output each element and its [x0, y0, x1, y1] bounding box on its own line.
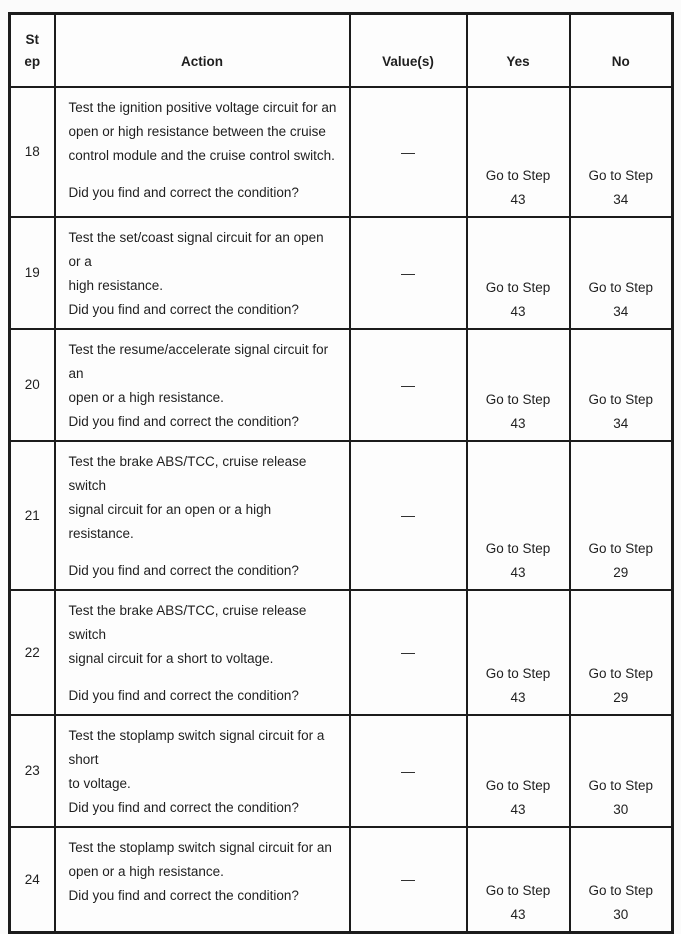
header-step: St ep [8, 12, 56, 88]
goto-step-number: 43 [510, 801, 526, 817]
action-question: Did you find and correct the condition? [68, 687, 299, 703]
goto-label: Go to Step [588, 167, 654, 183]
action-question: Did you find and correct the condition? [68, 413, 299, 429]
no-cell: Go to Step 29 [568, 588, 674, 716]
action-question: Did you find and correct the condition? [68, 562, 299, 578]
action-cell: Test the brake ABS/TCC, cruise release s… [53, 588, 351, 716]
no-cell: Go to Step 34 [568, 327, 674, 442]
goto-label: Go to Step [588, 279, 654, 295]
action-cell: Test the brake ABS/TCC, cruise release s… [53, 439, 351, 591]
goto-step-number: 34 [613, 303, 629, 319]
step-number: 21 [8, 439, 56, 591]
action-question: Did you find and correct the condition? [68, 799, 299, 815]
goto-step-number: 43 [510, 907, 526, 922]
action-text: Test the stoplamp switch signal circuit … [68, 839, 332, 903]
table-row: 20 Test the resume/accelerate signal cir… [8, 327, 674, 442]
step-number: 22 [8, 588, 56, 716]
table-row: 22 Test the brake ABS/TCC, cruise releas… [8, 588, 674, 716]
table-row: 21 Test the brake ABS/TCC, cruise releas… [8, 439, 674, 591]
action-question: Did you find and correct the condition? [68, 301, 299, 317]
goto-label: Go to Step [588, 391, 654, 407]
goto-label: Go to Step [485, 391, 551, 407]
header-yes: Yes [465, 12, 571, 88]
header-values: Value(s) [348, 12, 468, 88]
yes-cell: Go to Step 43 [465, 85, 571, 218]
action-cell: Test the resume/accelerate signal circui… [53, 327, 351, 442]
step-number: 19 [8, 215, 56, 330]
goto-label: Go to Step [485, 883, 551, 898]
value-cell: — [348, 439, 468, 591]
value-cell: — [348, 713, 468, 828]
goto-step-number: 30 [613, 801, 629, 817]
goto-step-number: 34 [613, 191, 629, 207]
goto-step-number: 43 [510, 303, 526, 319]
goto-step-number: 43 [510, 415, 526, 431]
goto-label: Go to Step [588, 883, 654, 898]
goto-step-number: 29 [613, 689, 629, 705]
action-text: Test the brake ABS/TCC, cruise release s… [68, 453, 307, 541]
action-question: Did you find and correct the condition? [68, 184, 299, 200]
header-action: Action [53, 12, 351, 88]
goto-label: Go to Step [485, 540, 551, 556]
diagnostic-table: St ep Action Value(s) Yes No 18 Test the… [8, 12, 674, 934]
action-cell: Test the stoplamp switch signal circuit … [53, 825, 351, 934]
action-text: Test the resume/accelerate signal circui… [68, 341, 329, 405]
step-number: 24 [8, 825, 56, 934]
goto-step-number: 29 [613, 564, 629, 580]
goto-label: Go to Step [485, 279, 551, 295]
goto-step-number: 30 [613, 907, 629, 922]
table-row: 24 Test the stoplamp switch signal circu… [8, 825, 674, 934]
action-text: Test the brake ABS/TCC, cruise release s… [68, 602, 307, 666]
action-cell: Test the stoplamp switch signal circuit … [53, 713, 351, 828]
goto-label: Go to Step [485, 167, 551, 183]
action-text: Test the ignition positive voltage circu… [68, 99, 337, 163]
value-cell: — [348, 85, 468, 218]
value-cell: — [348, 588, 468, 716]
action-cell: Test the set/coast signal circuit for an… [53, 215, 351, 330]
goto-label: Go to Step [485, 777, 551, 793]
action-text: Test the set/coast signal circuit for an… [68, 229, 324, 293]
yes-cell: Go to Step 43 [465, 588, 571, 716]
value-cell: — [348, 327, 468, 442]
value-cell: — [348, 215, 468, 330]
goto-step-number: 43 [510, 564, 526, 580]
step-number: 20 [8, 327, 56, 442]
goto-label: Go to Step [588, 540, 654, 556]
step-number: 18 [8, 85, 56, 218]
no-cell: Go to Step 34 [568, 215, 674, 330]
yes-cell: Go to Step 43 [465, 327, 571, 442]
step-number: 23 [8, 713, 56, 828]
no-cell: Go to Step 30 [568, 713, 674, 828]
yes-cell: Go to Step 43 [465, 439, 571, 591]
no-cell: Go to Step 29 [568, 439, 674, 591]
no-cell: Go to Step 34 [568, 85, 674, 218]
table-row: 19 Test the set/coast signal circuit for… [8, 215, 674, 330]
yes-cell: Go to Step 43 [465, 215, 571, 330]
action-cell: Test the ignition positive voltage circu… [53, 85, 351, 218]
action-text: Test the stoplamp switch signal circuit … [68, 727, 325, 791]
goto-step-number: 43 [510, 191, 526, 207]
value-cell: — [348, 825, 468, 934]
goto-step-number: 43 [510, 689, 526, 705]
table-row: 23 Test the stoplamp switch signal circu… [8, 713, 674, 828]
header-row: St ep Action Value(s) Yes No [8, 12, 674, 88]
header-no: No [568, 12, 674, 88]
goto-step-number: 34 [613, 415, 629, 431]
no-cell: Go to Step 30 [568, 825, 674, 934]
goto-label: Go to Step [588, 665, 654, 681]
yes-cell: Go to Step 43 [465, 713, 571, 828]
table-row: 18 Test the ignition positive voltage ci… [8, 85, 674, 218]
document-page: St ep Action Value(s) Yes No 18 Test the… [8, 12, 674, 934]
yes-cell: Go to Step 43 [465, 825, 571, 934]
goto-label: Go to Step [588, 777, 654, 793]
goto-label: Go to Step [485, 665, 551, 681]
